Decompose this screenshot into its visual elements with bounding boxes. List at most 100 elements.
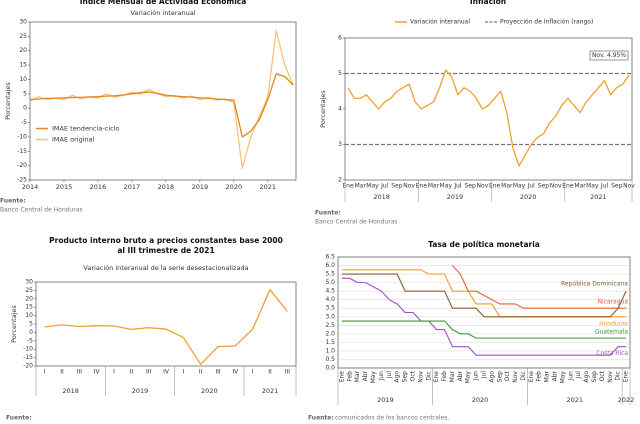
- x-tick-label: Feb: [441, 371, 448, 382]
- plot-frame: [337, 256, 631, 369]
- y-tick-label: 4: [338, 106, 342, 113]
- year-label: 2018: [373, 193, 390, 201]
- y-tick-label: 30: [25, 279, 33, 286]
- source: comunicados de los bancos centrales.: [335, 415, 449, 422]
- x-tick-label: II: [60, 369, 64, 376]
- y-tick-label: -10: [17, 133, 27, 140]
- x-tick-label: Jul: [481, 371, 488, 380]
- legend-label: IMAE original: [52, 136, 95, 144]
- year-label: 2022: [618, 396, 635, 404]
- y-tick-label: -10: [23, 346, 33, 353]
- x-tick-label: May: [440, 183, 453, 190]
- y-tick-label: 4.5: [325, 288, 335, 295]
- y-tick-label: 5: [23, 90, 27, 97]
- plot-frame: [344, 37, 633, 181]
- x-tick-label: I: [252, 369, 254, 376]
- y-tick-label: 6: [338, 35, 342, 42]
- x-tick-label: Jul: [386, 371, 393, 380]
- y-tick-label: 25: [25, 287, 33, 294]
- y-tick-label: 20: [25, 295, 33, 302]
- source: Banco Central de Honduras: [315, 219, 398, 226]
- x-tick-label: 2021: [260, 183, 277, 191]
- year-label: 2019: [377, 396, 394, 404]
- x-tick-label: Ene: [528, 371, 535, 383]
- x-tick-label: II: [199, 369, 203, 376]
- x-tick-label: II: [130, 369, 134, 376]
- y-tick-label: 3.5: [325, 305, 335, 312]
- source-label: Fuente:: [6, 415, 32, 422]
- x-tick-label: 2016: [90, 183, 107, 191]
- legend-label: IMAE tendencia-ciclo: [52, 125, 120, 133]
- x-tick-label: Mar: [354, 370, 361, 382]
- x-tick-label: Sep: [402, 371, 409, 383]
- y-tick-label: 5: [338, 70, 342, 77]
- x-tick-label: Sep: [465, 183, 477, 190]
- x-tick-label: IV: [232, 369, 239, 376]
- x-tick-label: Ene: [433, 371, 440, 383]
- x-tick-label: II: [268, 369, 272, 376]
- x-tick-label: Nov: [623, 183, 635, 190]
- year-label: 2021: [566, 396, 583, 404]
- y-axis-label: Porcentajes: [10, 305, 18, 343]
- year-label: 2019: [132, 387, 149, 395]
- y-tick-label: 15: [19, 62, 27, 69]
- legend-label: Variación interanual: [410, 19, 470, 26]
- x-tick-label: Jul: [575, 371, 582, 380]
- x-tick-label: 2019: [192, 183, 209, 191]
- x-tick-label: May: [366, 183, 379, 190]
- x-tick-label: May: [370, 371, 377, 384]
- x-tick-label: Jul: [380, 183, 389, 190]
- x-tick-label: 2017: [124, 183, 141, 191]
- x-tick-label: Ago: [583, 371, 590, 383]
- y-tick-label: -15: [17, 148, 27, 155]
- x-tick-label: Mar: [355, 183, 367, 190]
- year-label: 2020: [472, 396, 489, 404]
- x-tick-label: 2018: [158, 183, 175, 191]
- x-tick-label: Oct: [409, 370, 416, 381]
- x-tick-label: Jul: [453, 183, 462, 190]
- x-tick-label: Nov: [477, 183, 489, 190]
- chart-title: al III trimestre de 2021: [117, 246, 214, 255]
- x-tick-label: May: [559, 371, 566, 384]
- x-tick-label: Ene: [342, 183, 354, 190]
- x-tick-label: Jul: [600, 183, 609, 190]
- chart-title: Índice Mensual de Actividad Económica: [80, 0, 247, 6]
- x-tick-label: Nov: [607, 371, 614, 383]
- year-label: 2021: [262, 387, 279, 395]
- y-tick-label: -20: [17, 162, 27, 169]
- y-tick-label: 6.5: [325, 254, 335, 261]
- y-tick-label: 2: [338, 177, 342, 184]
- y-tick-label: 0: [29, 329, 33, 336]
- x-tick-label: Sep: [591, 371, 598, 383]
- x-tick-label: Mar: [574, 183, 586, 190]
- series-line: [341, 277, 627, 356]
- x-tick-label: 2020: [226, 183, 243, 191]
- x-tick-label: Abr: [362, 370, 369, 381]
- x-tick-label: Sep: [538, 183, 550, 190]
- y-tick-label: -5: [21, 119, 27, 126]
- y-tick-label: 4.0: [325, 296, 335, 303]
- x-tick-label: Mar: [449, 370, 456, 382]
- x-tick-label: III: [77, 369, 83, 376]
- y-tick-label: 5.5: [325, 271, 335, 278]
- series-label: Costa Rica: [596, 350, 628, 357]
- y-tick-label: 0.0: [325, 365, 335, 372]
- plot-frame: [29, 21, 297, 181]
- x-tick-label: I: [182, 369, 184, 376]
- x-tick-label: Ene: [623, 371, 630, 383]
- series-label: Honduras: [599, 320, 628, 327]
- x-tick-label: Ago: [394, 371, 401, 383]
- series-line: [452, 265, 627, 309]
- y-tick-label: 10: [25, 312, 33, 319]
- x-tick-label: Ene: [562, 183, 574, 190]
- y-tick-label: 5: [29, 321, 33, 328]
- x-tick-label: Mar: [428, 183, 440, 190]
- series-label: República Dominicana: [561, 281, 628, 288]
- year-label: 2019: [447, 193, 464, 201]
- x-tick-label: IV: [163, 369, 170, 376]
- year-label: 2020: [201, 387, 218, 395]
- y-tick-label: 1.5: [325, 339, 335, 346]
- x-tick-label: Feb: [536, 371, 543, 382]
- series-line: [29, 73, 294, 138]
- y-tick-label: 6.0: [325, 262, 335, 269]
